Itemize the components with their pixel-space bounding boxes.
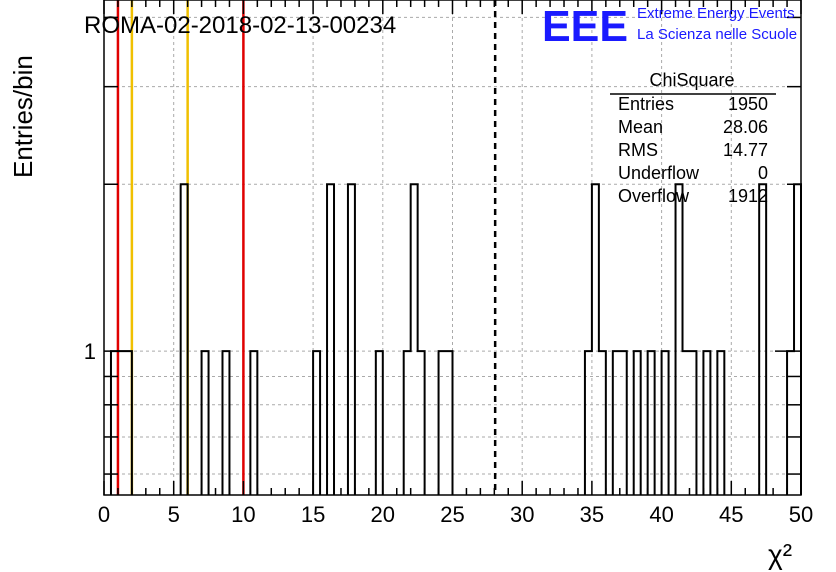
- x-tick-label: 5: [168, 502, 180, 527]
- y-axis-label: Entries/bin: [8, 55, 38, 178]
- x-axis-label: χ²: [768, 539, 792, 570]
- x-tick-label: 35: [580, 502, 604, 527]
- stats-value-entries: 1950: [728, 94, 768, 114]
- chart-title: ROMA-02-2018-02-13-00234: [84, 12, 396, 39]
- stats-label-mean: Mean: [618, 117, 663, 137]
- stats-value-mean: 28.06: [723, 117, 768, 137]
- stats-value-underflow: 0: [758, 163, 768, 183]
- x-tick-label: 45: [719, 502, 743, 527]
- logo-line1: Extreme Energy Events: [637, 5, 795, 22]
- x-tick-label: 20: [371, 502, 395, 527]
- logo-letters: EEE: [542, 2, 628, 51]
- stats-value-rms: 14.77: [723, 140, 768, 160]
- x-tick-label: 10: [231, 502, 255, 527]
- stats-value-overflow: 1912: [728, 186, 768, 206]
- x-axis-ticks: 0 5 10 15 20 25 30 35 40 45 50: [98, 0, 813, 527]
- stats-box: ChiSquare Entries 1950 Mean 28.06 RMS 14…: [610, 70, 776, 206]
- logo-line2: La Scienza nelle Scuole: [637, 26, 797, 43]
- stats-label-underflow: Underflow: [618, 163, 700, 183]
- stats-box-title: ChiSquare: [649, 70, 734, 90]
- stats-label-entries: Entries: [618, 94, 674, 114]
- x-tick-label: 25: [440, 502, 464, 527]
- eee-logo: EEE Extreme Energy Events La Scienza nel…: [542, 2, 797, 51]
- x-tick-label: 30: [510, 502, 534, 527]
- stats-label-overflow: Overflow: [618, 186, 690, 206]
- y-axis-ticks: 1: [84, 16, 801, 475]
- x-tick-label: 0: [98, 502, 110, 527]
- stats-label-rms: RMS: [618, 140, 658, 160]
- x-tick-label: 40: [649, 502, 673, 527]
- y-tick-label: 1: [84, 339, 96, 364]
- x-tick-label: 15: [301, 502, 325, 527]
- x-tick-label: 50: [789, 502, 813, 527]
- histogram-outline: [109, 183, 802, 495]
